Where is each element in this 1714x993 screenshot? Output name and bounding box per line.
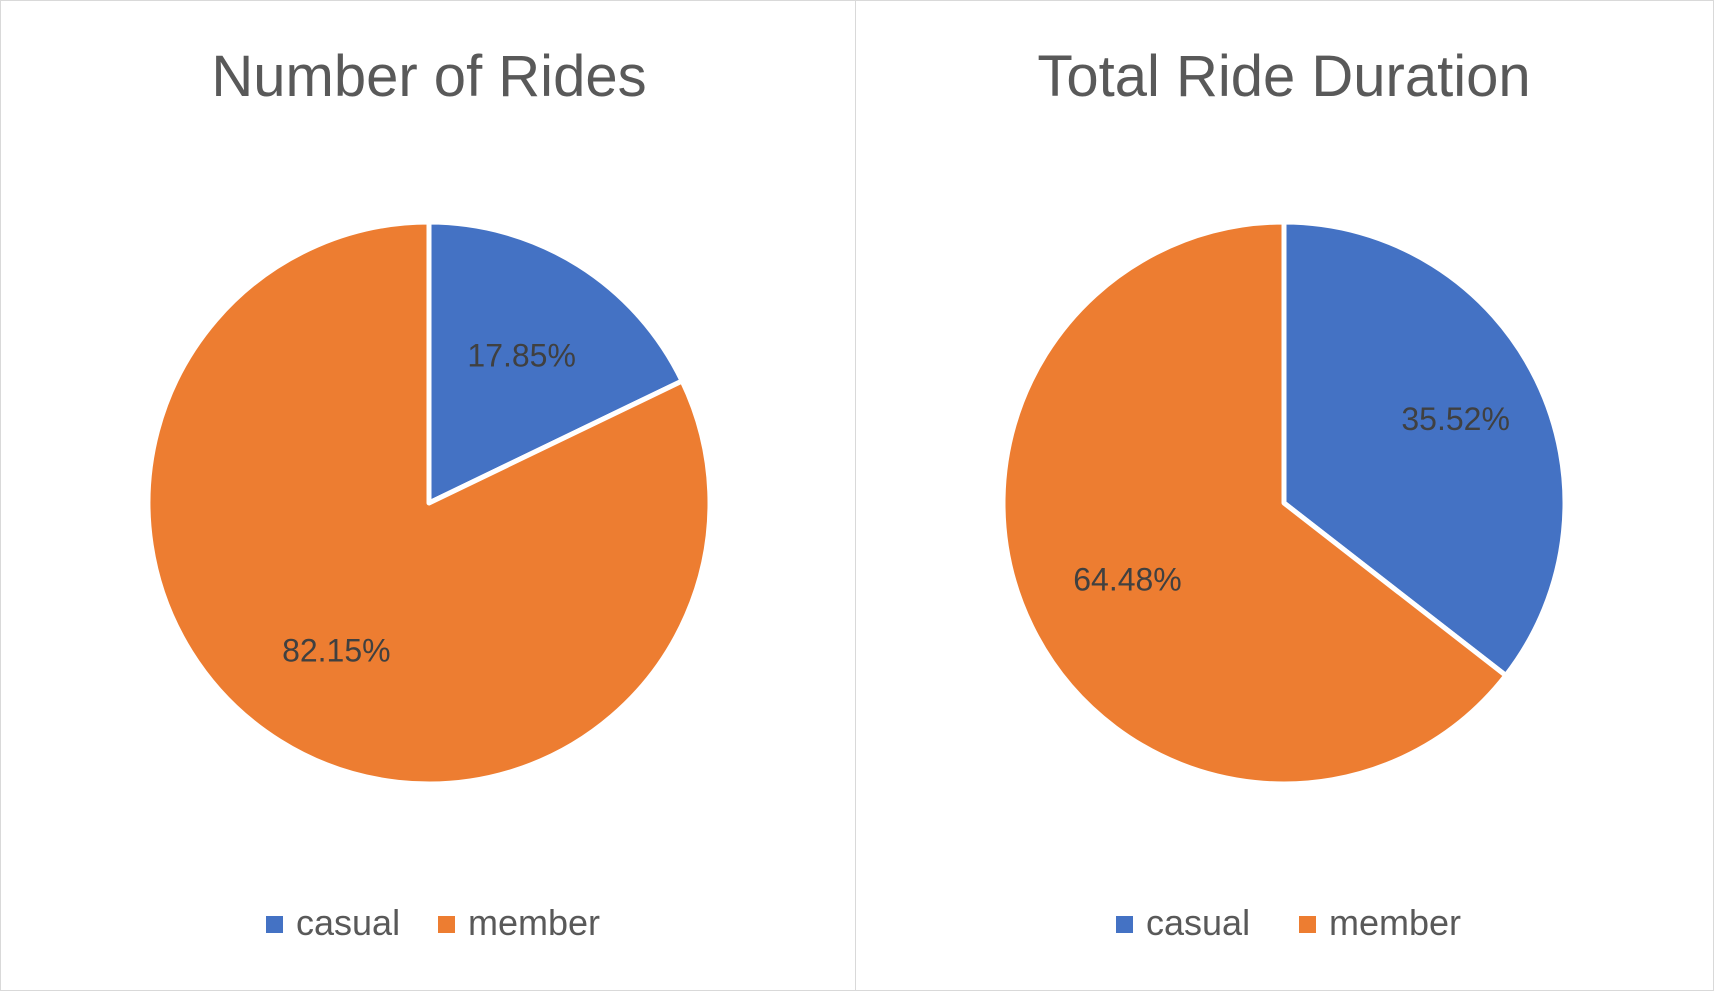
pie-chart-duration: Total Ride Duration 35.52% 64.48% casual… (1000, 44, 1568, 943)
pie-slices (1000, 219, 1568, 787)
legend-label-casual: casual (296, 902, 400, 943)
pie-chart-rides: Number of Rides 17.85% 82.15% casual mem… (145, 44, 713, 943)
data-label-casual: 17.85% (467, 337, 576, 373)
legend-swatch-casual (266, 916, 283, 933)
legend-label-member: member (1329, 902, 1461, 943)
data-label-member: 82.15% (282, 633, 391, 669)
pie-chart-panel-rides: Number of Rides 17.85% 82.15% casual mem… (0, 0, 856, 991)
pie-chart-panel-duration: Total Ride Duration 35.52% 64.48% casual… (855, 0, 1714, 991)
legend-swatch-member (438, 916, 455, 933)
legend-swatch-member (1299, 916, 1316, 933)
pie-slice-casual (1281, 219, 1568, 679)
legend: casual member (266, 902, 600, 943)
chart-title: Total Ride Duration (1037, 44, 1530, 109)
pie-slice-casual (426, 219, 685, 506)
data-label-casual: 35.52% (1401, 401, 1510, 437)
legend-label-casual: casual (1146, 902, 1250, 943)
pie-slices (145, 219, 713, 787)
pie-slice-member (1000, 219, 1509, 787)
data-label-member: 64.48% (1073, 562, 1182, 598)
pie-slice-member (145, 219, 713, 787)
chart-title: Number of Rides (211, 44, 646, 109)
legend-label-member: member (468, 902, 600, 943)
legend: casual member (1116, 902, 1461, 943)
legend-swatch-casual (1116, 916, 1133, 933)
